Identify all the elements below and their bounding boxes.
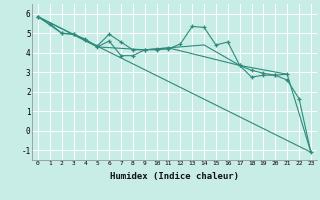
- X-axis label: Humidex (Indice chaleur): Humidex (Indice chaleur): [110, 172, 239, 181]
